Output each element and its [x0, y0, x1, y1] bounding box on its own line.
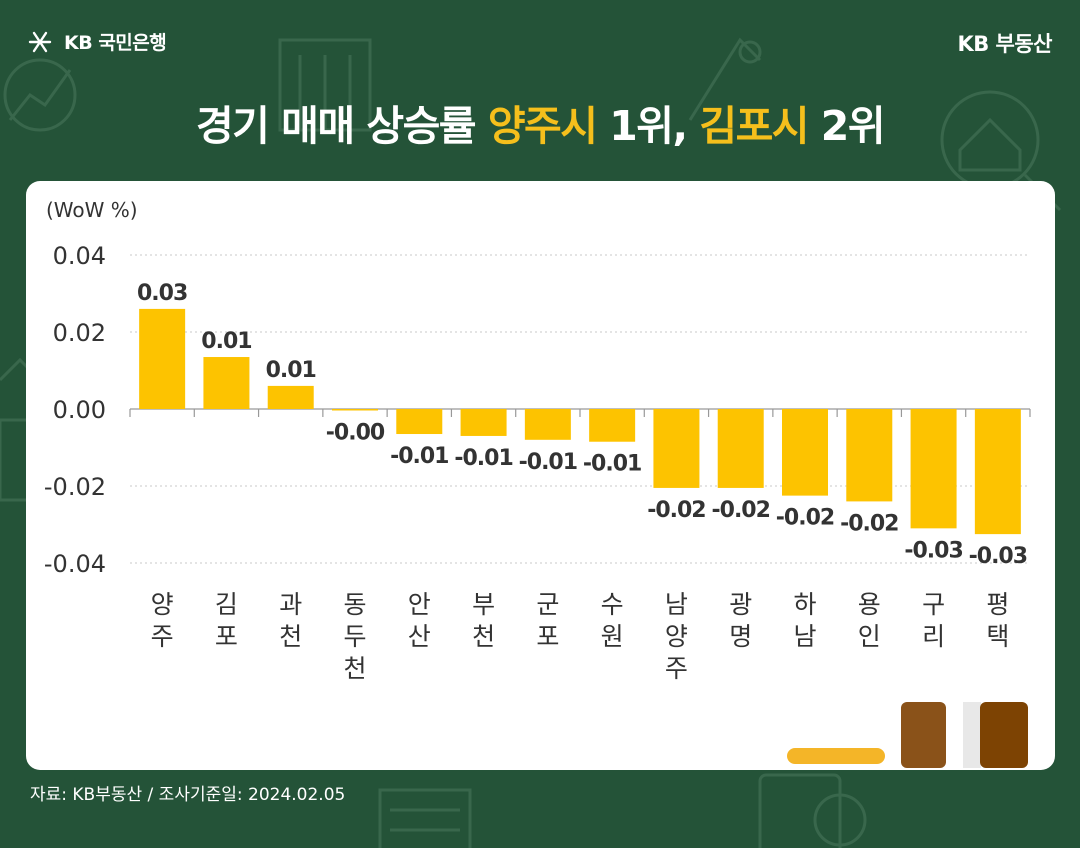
title-highlight-second: 김포시 — [699, 102, 809, 150]
data-label: -0.02 — [840, 511, 898, 536]
y-tick-label: 0.00 — [53, 396, 106, 424]
data-label: -0.03 — [969, 544, 1027, 569]
bar — [782, 409, 828, 496]
bar — [910, 409, 957, 529]
title-part: 1위, — [596, 102, 700, 150]
title-highlight-first: 양주시 — [487, 102, 598, 150]
bar — [396, 409, 443, 435]
decor-book — [901, 702, 946, 768]
bar — [653, 409, 700, 488]
decor-coin — [787, 748, 885, 764]
kb-bank-logo: KB 국민은행 — [26, 28, 167, 55]
data-label: -0.01 — [583, 452, 641, 477]
y-tick-label: -0.02 — [44, 473, 106, 501]
bar — [139, 308, 186, 409]
data-label: -0.03 — [904, 538, 962, 563]
bar — [332, 409, 378, 411]
data-label: 0.03 — [137, 281, 187, 306]
data-label: -0.01 — [390, 444, 448, 469]
bar — [717, 409, 764, 488]
y-tick-label: 0.04 — [53, 242, 106, 270]
unit-label: (WoW %) — [46, 198, 138, 222]
bar — [203, 357, 250, 409]
bar — [846, 409, 893, 502]
bar — [589, 409, 636, 442]
kb-star-icon — [28, 31, 52, 52]
title-part: 경기 매매 상승률 — [195, 102, 488, 150]
decor-book — [963, 702, 981, 768]
data-label: -0.01 — [454, 446, 512, 471]
y-tick-label: 0.02 — [53, 319, 106, 347]
page-title: 경기 매매 상승률 양주시 1위, 김포시 2위 — [0, 92, 1080, 152]
data-label: -0.02 — [647, 498, 705, 523]
bank-logo-text: KB 국민은행 — [64, 32, 167, 54]
data-label: 0.01 — [201, 329, 251, 354]
data-label: 0.01 — [266, 358, 316, 383]
title-part: 2위 — [808, 102, 886, 150]
data-label: -0.02 — [776, 506, 834, 531]
bar — [974, 409, 1021, 535]
brand-logo: KB 부동산 — [957, 32, 1052, 56]
data-label: -0.00 — [326, 421, 385, 446]
bar — [524, 409, 571, 440]
y-tick-label: -0.04 — [44, 550, 106, 578]
bar — [460, 409, 507, 436]
bar — [267, 385, 314, 409]
data-label: -0.02 — [712, 498, 770, 523]
decor-book — [980, 702, 1028, 768]
data-label: -0.01 — [519, 450, 577, 475]
source-note: 자료: KB부동산 / 조사기준일: 2024.02.05 — [30, 785, 346, 805]
